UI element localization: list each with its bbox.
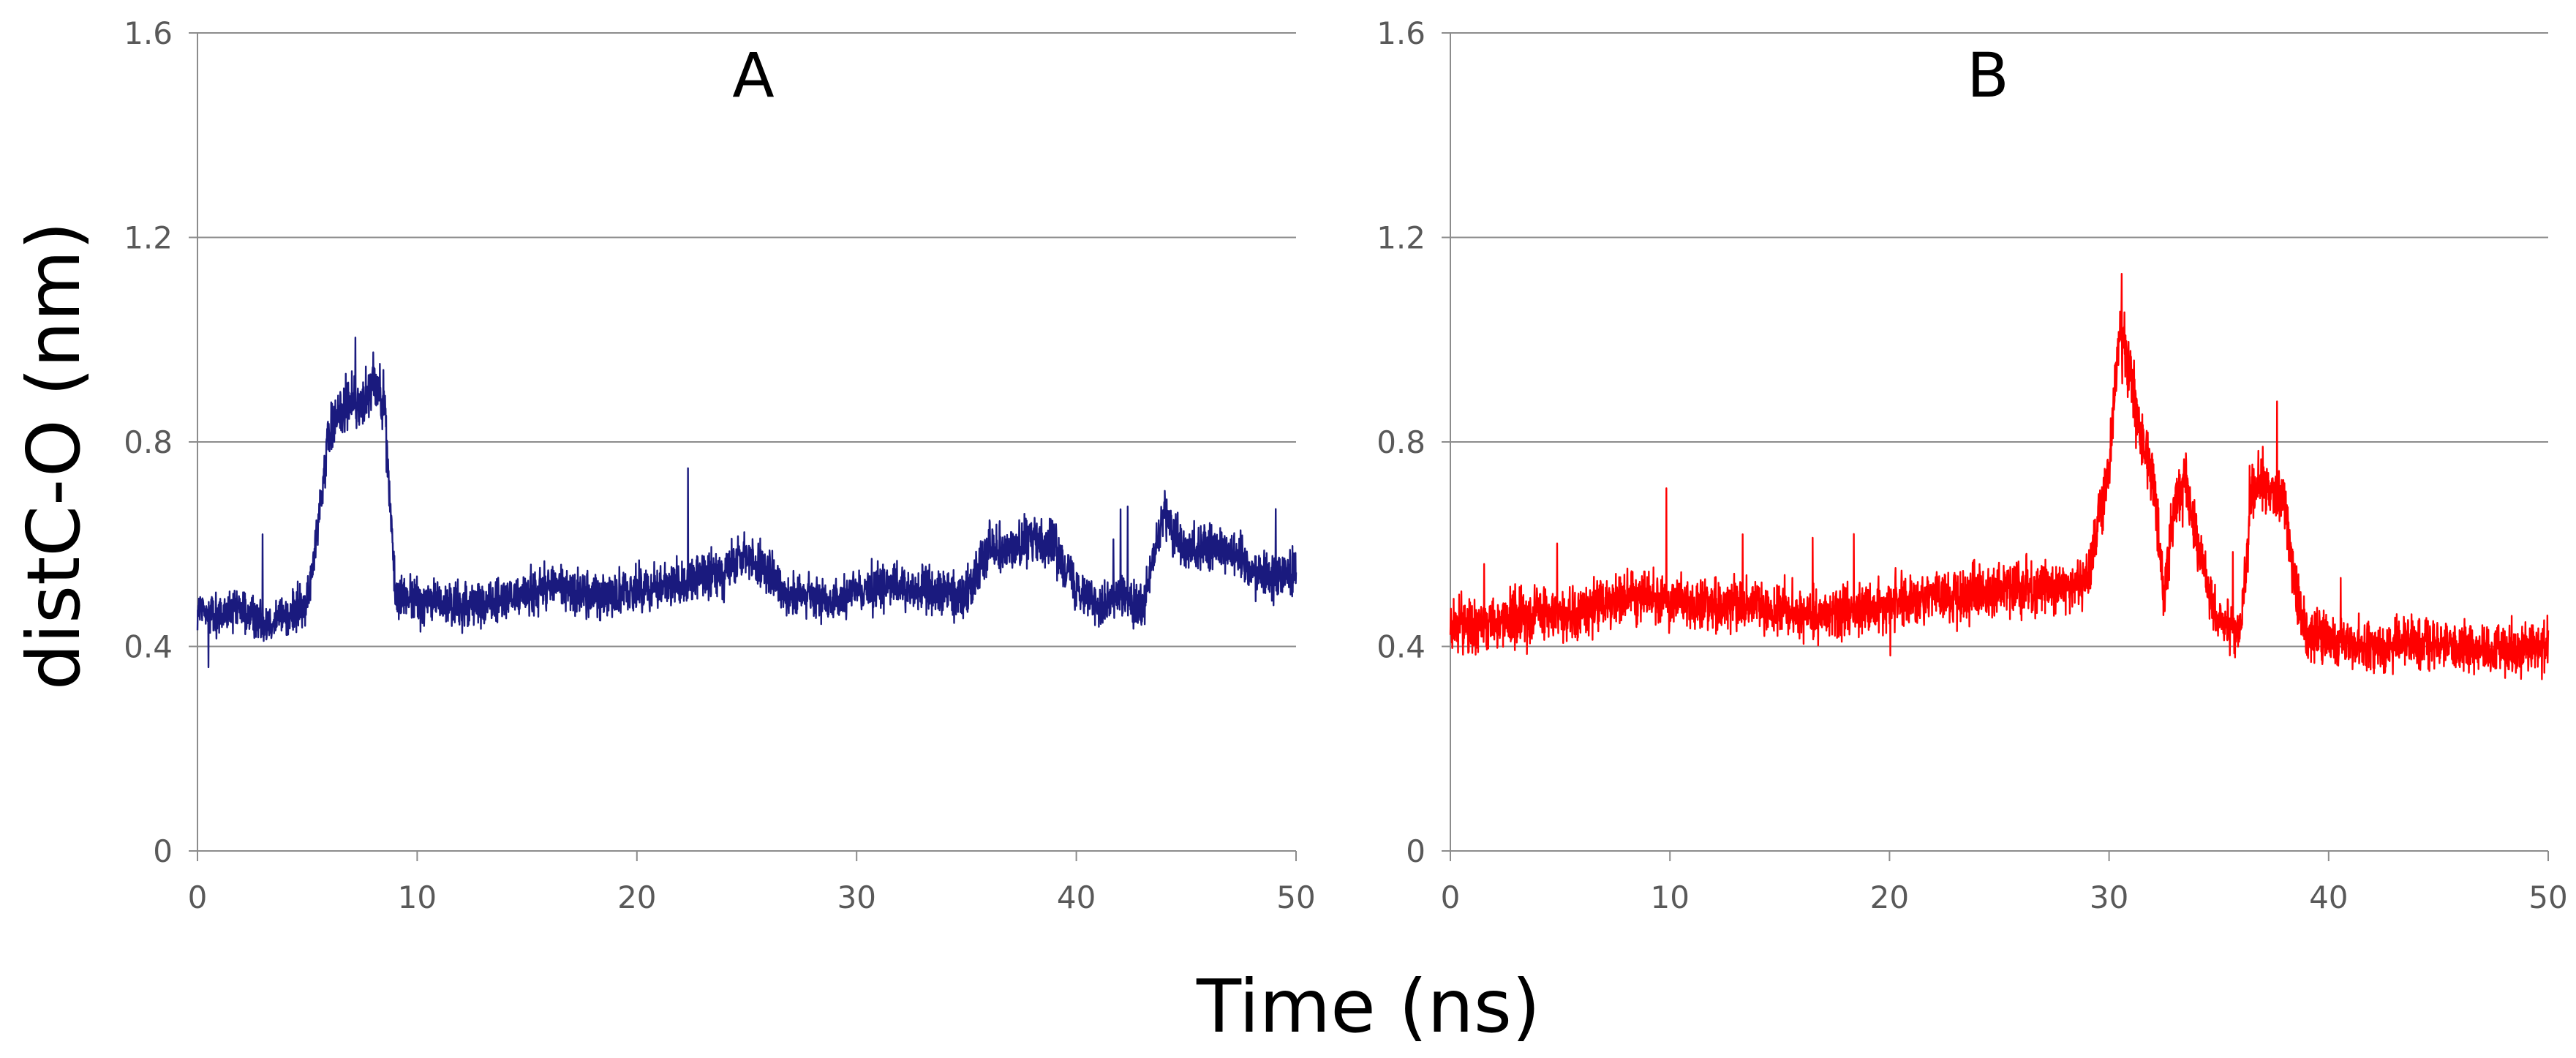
y-tick-label-a-1: 0.4 [124, 629, 173, 665]
x-tick-label-a-0: 0 [188, 879, 208, 915]
y-tick-label-b-0: 0 [1406, 833, 1426, 869]
y-tick-label-a-0: 0 [153, 833, 173, 869]
series-b [1449, 273, 2550, 680]
panel-title-b: B [1967, 40, 2009, 111]
tick-labels-a: 0 0.4 0.8 1.2 1.6 0 10 20 30 40 50 [124, 15, 1316, 915]
x-tick-label-a-5: 50 [1276, 879, 1315, 915]
x-tick-label-b-4: 40 [2309, 879, 2348, 915]
y-tick-label-b-4: 1.6 [1376, 15, 1426, 51]
y-tick-label-a-4: 1.6 [124, 15, 173, 51]
gridlines-b [1450, 32, 2548, 648]
x-tick-label-b-1: 10 [1650, 879, 1689, 915]
y-tick-label-b-1: 0.4 [1376, 629, 1426, 665]
chart-panel-b: 0 0.4 0.8 1.2 1.6 0 10 20 30 40 50 B [1376, 15, 2568, 915]
x-tick-label-b-0: 0 [1441, 879, 1461, 915]
x-tick-label-b-2: 20 [1870, 879, 1909, 915]
axes-a [189, 32, 1297, 861]
axes-b [1442, 32, 2549, 861]
x-tick-label-a-2: 20 [617, 879, 656, 915]
panel-title-a: A [732, 40, 774, 111]
x-tick-label-b-3: 30 [2090, 879, 2128, 915]
y-tick-label-a-2: 0.8 [124, 424, 173, 460]
data-series-line-a [196, 337, 1298, 669]
y-tick-label-b-2: 0.8 [1376, 424, 1426, 460]
x-tick-label-a-3: 30 [837, 879, 875, 915]
x-tick-label-b-5: 50 [2528, 879, 2567, 915]
data-series-line-b [1449, 273, 2550, 680]
x-tick-label-a-4: 40 [1057, 879, 1096, 915]
gridlines-a [197, 32, 1296, 648]
y-tick-label-b-3: 1.2 [1376, 220, 1426, 256]
series-a [196, 337, 1298, 669]
x-axis-title: Time (ns) [1196, 964, 1540, 1049]
y-tick-label-a-3: 1.2 [124, 220, 173, 256]
chart-panel-a: 0 0.4 0.8 1.2 1.6 0 10 20 30 40 50 A [124, 15, 1316, 915]
y-axis-title: distC-O (nm) [11, 222, 97, 691]
x-tick-label-a-1: 10 [398, 879, 437, 915]
tick-labels-b: 0 0.4 0.8 1.2 1.6 0 10 20 30 40 50 [1376, 15, 2568, 915]
